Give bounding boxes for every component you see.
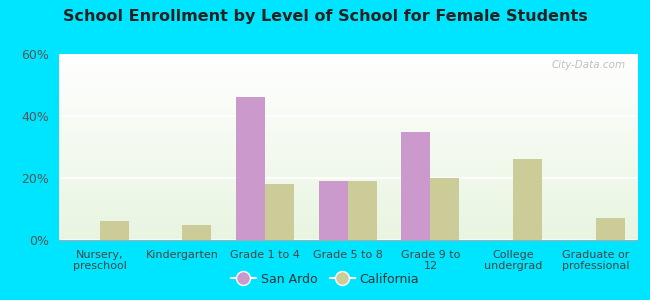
Bar <box>318 181 348 240</box>
Bar <box>100 221 129 240</box>
Legend: San Ardo, California: San Ardo, California <box>226 268 424 291</box>
Bar <box>236 98 265 240</box>
Bar <box>348 181 377 240</box>
Bar <box>430 178 460 240</box>
Bar <box>402 131 430 240</box>
Bar <box>595 218 625 240</box>
Bar <box>265 184 294 240</box>
Bar <box>513 159 542 240</box>
Bar <box>183 224 211 240</box>
Text: City-Data.com: City-Data.com <box>551 60 625 70</box>
Text: School Enrollment by Level of School for Female Students: School Enrollment by Level of School for… <box>62 9 588 24</box>
